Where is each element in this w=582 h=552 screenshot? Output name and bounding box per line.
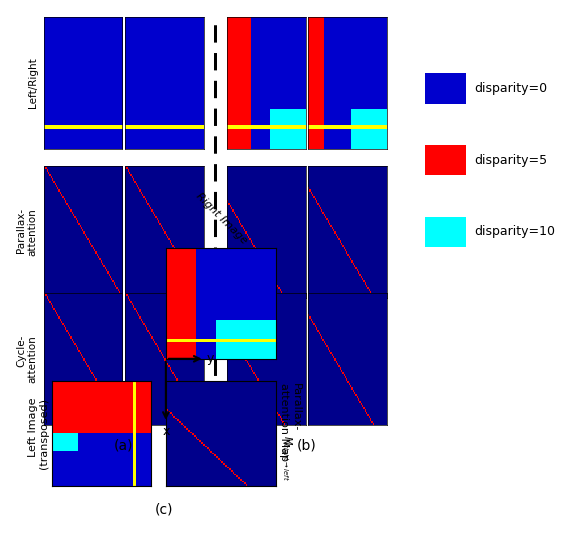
Text: Parallax-
attention: Parallax- attention <box>16 208 38 256</box>
Text: Cycle-
attention: Cycle- attention <box>16 335 38 383</box>
Text: y: y <box>207 352 214 365</box>
Text: x: x <box>162 425 169 438</box>
Text: Parallax-
attention Map: Parallax- attention Map <box>279 383 301 461</box>
Text: Left Image
(transposed): Left Image (transposed) <box>28 398 49 469</box>
Text: (c): (c) <box>155 502 173 516</box>
Text: (b): (b) <box>297 439 317 453</box>
Text: disparity=5: disparity=5 <box>474 153 548 167</box>
Text: $M_{right \rightarrow left}$: $M_{right \rightarrow left}$ <box>279 435 294 481</box>
Text: Left/Right: Left/Right <box>28 57 38 108</box>
Text: disparity=10: disparity=10 <box>474 225 555 238</box>
Text: Right Image: Right Image <box>194 190 249 246</box>
Text: (a): (a) <box>114 439 133 453</box>
Text: disparity=0: disparity=0 <box>474 82 548 95</box>
